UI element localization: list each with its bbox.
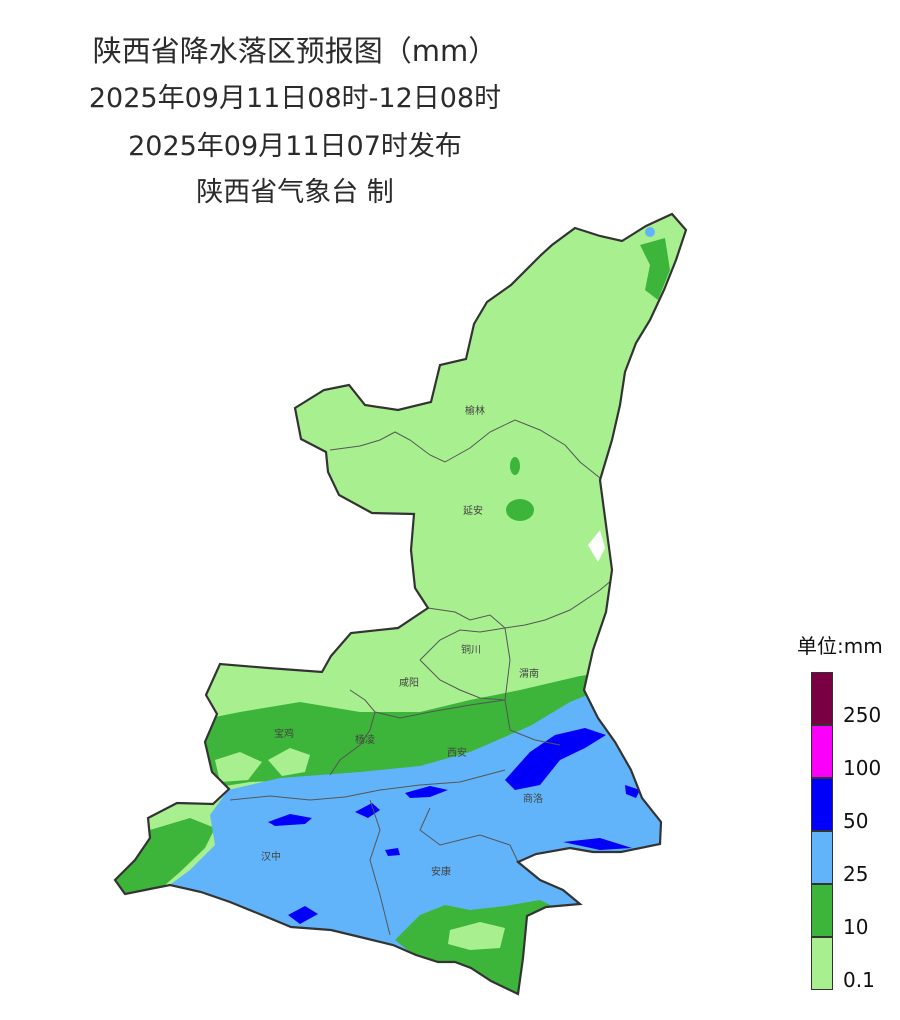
legend-title: 单位:mm: [797, 634, 883, 658]
map-title: 陕西省降水落区预报图（mm）: [92, 34, 498, 68]
city-label-yulin: 榆林: [465, 404, 485, 417]
legend-label-5: 250: [843, 703, 882, 727]
rain-zone-moderate-yanan: [506, 499, 534, 521]
rain-zone-light-baoji: [268, 748, 310, 776]
legend-swatch-4: [811, 725, 833, 778]
no-rain-patch: [588, 530, 605, 562]
rain-zone-torrential-small: [385, 848, 400, 856]
legend-swatch-0: [811, 937, 833, 990]
legend-label-2: 25: [843, 862, 869, 886]
legend-label-0: 0.1: [843, 968, 875, 992]
forecast-period: 2025年09月11日08时-12日08时: [88, 83, 502, 114]
precipitation-layers: [115, 214, 686, 994]
city-label-weinan: 渭南: [519, 667, 539, 680]
rain-zone-torrential-shangluo: [505, 728, 606, 790]
rain-zone-moderate-yanan-north: [510, 457, 520, 475]
legend-swatch-2: [811, 831, 833, 884]
city-label-yangling: 杨凌: [355, 733, 375, 746]
rain-zone-torrential-southeast: [563, 838, 632, 850]
issuing-agency: 陕西省气象台 制: [196, 177, 394, 208]
city-labels: 榆林 延安 铜川 渭南 咸阳 宝鸡 杨凌 西安 商洛 汉中 安康: [261, 404, 543, 878]
rain-zone-torrential-mid: [355, 803, 380, 818]
rain-zone-moderate-south: [395, 900, 560, 994]
city-label-ankang: 安康: [431, 865, 451, 878]
issue-time: 2025年09月11日07时发布: [128, 131, 462, 162]
city-label-shangluo: 商洛: [523, 792, 543, 805]
city-label-baoji: 宝鸡: [274, 727, 294, 740]
city-label-tongchuan: 铜川: [461, 644, 481, 656]
rain-zone-heavy-north: [645, 227, 655, 237]
legend-swatch-5: [811, 672, 833, 725]
city-label-hanzhong: 汉中: [261, 850, 281, 863]
rain-zone-torrential-far-east: [625, 785, 640, 798]
rain-zone-light-south: [448, 922, 505, 950]
city-label-xianyang: 咸阳: [399, 677, 419, 689]
city-label-yanan: 延安: [463, 504, 483, 517]
legend-swatch-3: [811, 778, 833, 831]
rain-zone-torrential-xian: [405, 786, 448, 798]
legend-label-1: 10: [843, 915, 869, 939]
legend-swatch-1: [811, 884, 833, 937]
rain-zone-light-baoji-west: [215, 752, 262, 782]
rain-zone-moderate-north: [640, 238, 670, 300]
legend-label-3: 50: [843, 809, 869, 833]
city-label-xian: 西安: [447, 746, 467, 759]
legend-label-4: 100: [843, 756, 882, 780]
city-boundaries: [229, 419, 613, 936]
rain-zone-torrential-southwest: [288, 906, 318, 924]
rain-zone-torrential-hanzhong: [268, 814, 312, 826]
